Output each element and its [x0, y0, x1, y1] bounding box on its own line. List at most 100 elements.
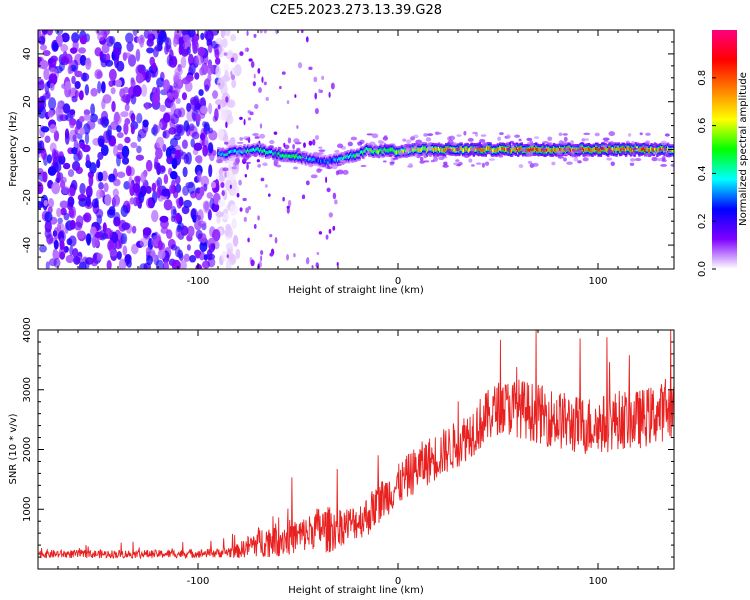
ridge-cell	[297, 156, 300, 160]
noise-cell	[94, 231, 101, 239]
ridge-halo	[448, 135, 456, 141]
noise-speckle	[293, 253, 296, 258]
ridge-halo	[242, 158, 248, 162]
ridge-halo	[480, 134, 487, 137]
noise-cell	[224, 30, 231, 37]
noise-speckle	[287, 137, 292, 144]
noise-speckle	[261, 76, 264, 83]
noise-cell	[48, 72, 58, 86]
noise-cell	[151, 182, 157, 192]
noise-speckle	[257, 215, 260, 221]
noise-speckle	[332, 225, 336, 231]
ridge-halo	[498, 154, 504, 158]
ridge-halo	[609, 141, 615, 145]
noise-speckle	[249, 111, 254, 116]
ridge-halo	[432, 154, 440, 158]
ridge-halo	[670, 163, 674, 168]
noise-cell	[205, 30, 214, 43]
noise-cell	[130, 93, 137, 105]
noise-cell	[182, 185, 189, 196]
ridge-halo	[336, 143, 344, 149]
noise-cell	[110, 87, 116, 95]
noise-cell	[151, 209, 159, 223]
noise-speckle	[247, 117, 252, 121]
ridge-halo	[336, 163, 342, 167]
noise-cell	[72, 248, 79, 258]
snr-x-tick-label: 0	[395, 576, 401, 587]
noise-cell	[106, 35, 114, 47]
noise-cell	[188, 123, 195, 132]
ridge-halo	[296, 147, 301, 152]
noise-speckle	[318, 231, 323, 235]
noise-cell	[97, 31, 105, 42]
ridge-halo	[416, 153, 421, 159]
ridge-halo	[653, 151, 658, 155]
noise-cell	[130, 142, 138, 149]
ridge-cell	[483, 147, 486, 151]
noise-speckle	[312, 139, 316, 146]
noise-cell	[83, 109, 91, 116]
noise-cell	[173, 108, 182, 119]
noise-cell	[90, 87, 98, 97]
noise-speckle	[308, 140, 313, 146]
ridge-cell	[291, 154, 294, 158]
ridge-halo	[402, 144, 407, 149]
noise-speckle	[297, 62, 303, 69]
noise-speckle	[267, 193, 271, 197]
noise-cell	[91, 198, 99, 209]
ridge-halo	[481, 142, 488, 147]
ridge-cell	[267, 151, 270, 155]
noise-cell	[122, 93, 132, 104]
noise-speckle	[246, 163, 249, 170]
noise-cell	[42, 171, 48, 183]
noise-cell	[193, 214, 202, 221]
ridge-halo	[388, 154, 393, 158]
noise-cell	[112, 194, 120, 207]
noise-cell	[152, 123, 158, 137]
ridge-halo	[651, 156, 658, 162]
noise-cell	[57, 217, 63, 224]
noise-cell	[90, 103, 96, 116]
ridge-halo	[510, 144, 515, 149]
noise-cell	[191, 39, 199, 53]
ridge-halo	[423, 153, 427, 159]
noise-cell	[128, 176, 133, 189]
noise-cell	[163, 199, 173, 211]
noise-cell	[71, 75, 76, 85]
noise-cell	[173, 74, 180, 85]
noise-cell	[45, 261, 50, 269]
noise-cell	[83, 114, 91, 121]
noise-cell	[55, 30, 64, 36]
noise-cell	[78, 115, 85, 123]
noise-speckle	[259, 30, 263, 34]
noise-cell	[186, 244, 191, 251]
noise-cell	[47, 110, 54, 118]
noise-cell	[69, 245, 74, 256]
noise-cell	[140, 171, 147, 184]
noise-cell	[170, 244, 178, 251]
ridge-halo	[273, 153, 278, 158]
ridge-halo	[299, 158, 306, 162]
noise-cell	[199, 241, 208, 252]
ridge-halo	[310, 174, 318, 179]
ridge-halo	[326, 166, 333, 170]
ridge-halo	[347, 141, 353, 147]
noise-cell	[183, 253, 190, 262]
ridge-halo	[410, 136, 416, 141]
ridge-halo	[357, 141, 363, 146]
ridge-halo	[660, 164, 668, 167]
ridge-halo	[444, 152, 449, 156]
noise-speckle	[305, 36, 309, 43]
ridge-cell	[393, 149, 396, 153]
noise-cell	[180, 225, 189, 236]
noise-cell	[169, 170, 178, 180]
ridge-halo	[277, 146, 282, 150]
noise-speckle	[286, 207, 290, 214]
noise-cell	[121, 145, 130, 158]
noise-cell	[121, 156, 130, 165]
ridge-halo	[479, 138, 486, 143]
spectrogram-x-axis-label: Height of straight line (km)	[288, 285, 424, 296]
ridge-halo	[484, 161, 490, 166]
noise-cell	[137, 133, 142, 143]
spectrogram-y-tick-label: 40	[22, 48, 33, 61]
